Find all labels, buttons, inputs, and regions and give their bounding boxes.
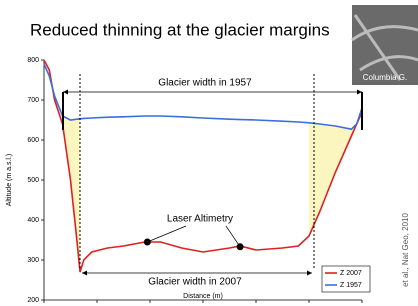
- altimetry-point: [144, 239, 151, 246]
- y-tick-label: 800: [27, 57, 39, 64]
- y-tick-label: 500: [27, 177, 39, 184]
- legend-label: Z 1957: [340, 282, 362, 289]
- y-axis-label: Altitude (m a.s.l.): [6, 154, 13, 207]
- y-tick-label: 700: [27, 97, 39, 104]
- width-1957-label: Glacier width in 1957: [158, 78, 252, 89]
- slide: Reduced thinning at the glacier margins …: [0, 0, 418, 306]
- callout-line: [226, 226, 240, 247]
- photo-caption: Columbia G.: [363, 73, 407, 82]
- width-2007-label: Glacier width in 2007: [148, 277, 242, 288]
- x-axis-label: Distance (m): [183, 293, 223, 300]
- citation: et al., Nat Geo, 2010: [401, 213, 410, 287]
- legend-label: Z 2007: [340, 270, 362, 277]
- slide-title: Reduced thinning at the glacier margins: [30, 20, 330, 39]
- y-tick-label: 200: [27, 297, 39, 304]
- altimetry-point: [237, 243, 244, 250]
- callout-line: [147, 226, 186, 242]
- y-tick-label: 600: [27, 137, 39, 144]
- y-tick-label: 300: [27, 257, 39, 264]
- altimetry-label: Laser Altimetry: [167, 214, 233, 225]
- y-tick-label: 400: [27, 217, 39, 224]
